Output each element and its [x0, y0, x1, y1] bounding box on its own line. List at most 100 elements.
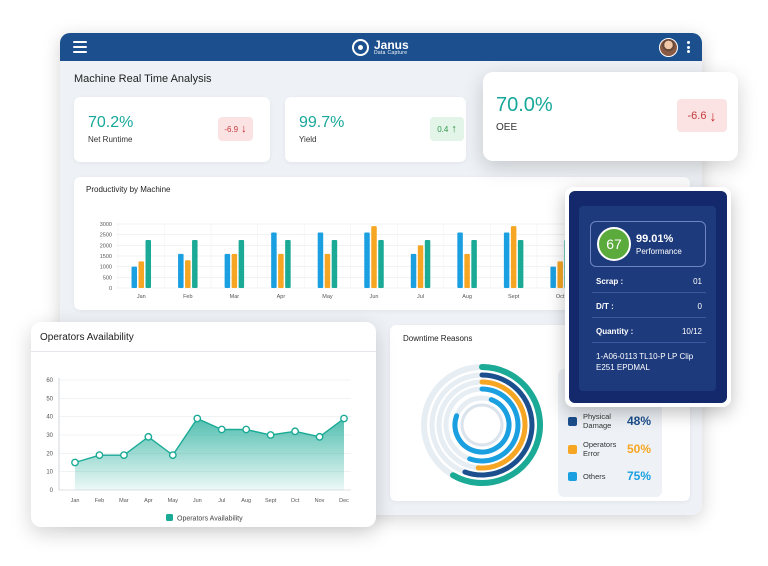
data-point	[71, 458, 79, 467]
legend-value: 50%	[627, 442, 652, 456]
oee-change-badge: -6.6 ↓	[677, 99, 727, 132]
legend-item: Physical Damage 48%	[568, 412, 651, 430]
legend-item: Others 75%	[568, 469, 651, 483]
legend-value: 48%	[627, 414, 652, 428]
downtime-radial-chart	[421, 364, 543, 486]
bar	[557, 261, 563, 288]
divider	[592, 317, 706, 318]
y-tick-label: 10	[46, 470, 53, 476]
x-tick-label: Sept	[508, 294, 520, 300]
x-tick-label: Mar	[230, 294, 240, 300]
ring-arc	[450, 364, 543, 486]
performance-summary: 67 99.01% Performance	[590, 221, 706, 267]
bar	[324, 253, 331, 288]
legend-label: Others	[583, 471, 606, 481]
user-avatar[interactable]	[659, 38, 678, 57]
scrap-row: Scrap : 01	[596, 277, 702, 286]
data-point	[266, 431, 275, 439]
bar	[371, 226, 377, 288]
ring-arc	[462, 372, 535, 478]
x-tick-label: May	[322, 294, 333, 300]
x-tick-label: Oct	[291, 498, 300, 504]
y-tick-label: 20	[46, 451, 53, 457]
legend-label: Physical Damage	[583, 412, 612, 430]
menu-icon[interactable]	[73, 41, 87, 53]
bar	[224, 253, 231, 288]
oee-label: OEE	[496, 122, 518, 133]
bar	[457, 232, 463, 288]
x-tick-label: Aug	[462, 294, 472, 300]
top-bar: Janus Data Capture	[60, 33, 702, 61]
downtime-row: D/T : 0	[596, 302, 702, 311]
productivity-bar-chart: 0 500 1000 1500 2000 2500 3000 Jan Feb Mar Apr May J…	[100, 222, 630, 300]
page-title: Machine Real Time Analysis	[74, 73, 212, 85]
kpi-value: 70.2%	[88, 114, 134, 131]
series-line	[74, 417, 345, 464]
row-value: 10/12	[681, 327, 702, 336]
ring-arc	[460, 403, 504, 447]
legend-item: Operators Error 50%	[568, 440, 651, 458]
data-point	[340, 414, 348, 423]
data-point	[144, 432, 153, 441]
divider	[31, 351, 376, 352]
bar	[192, 240, 198, 288]
x-tick-label: Aug	[241, 498, 251, 504]
performance-label: Performance	[636, 247, 682, 256]
x-tick-label: May	[168, 498, 179, 504]
x-tick-label: Feb	[183, 294, 192, 300]
x-tick-label: Mar	[119, 498, 129, 504]
bar	[317, 232, 324, 288]
bar	[238, 240, 245, 288]
kpi-card-net-runtime[interactable]: 70.2% Net Runtime -6.9 ↓	[74, 97, 270, 162]
bar	[231, 253, 238, 288]
data-point	[95, 451, 104, 460]
brand-logo[interactable]: Janus Data Capture	[352, 37, 409, 57]
legend-swatch	[568, 471, 577, 481]
data-point	[168, 451, 177, 460]
downtime-card: Downtime Reasons Physical Damage 48% Ope…	[390, 325, 690, 501]
operators-availability-card: Operators Availability 0 10 20 30 40 50 60 Jan F…	[31, 322, 376, 527]
kpi-label: Yield	[299, 135, 317, 144]
y-tick-label: 2500	[100, 233, 112, 239]
x-tick-label: Apr	[277, 294, 286, 300]
x-tick-label: Apr	[144, 498, 153, 504]
bar	[138, 261, 145, 288]
y-tick-label: 1000	[100, 265, 112, 271]
bar	[550, 266, 556, 288]
ring-arc	[452, 397, 512, 455]
kpi-value: 99.7%	[299, 114, 345, 131]
bar	[510, 226, 517, 288]
chart-title: Productivity by Machine	[86, 185, 171, 194]
ring-arc	[467, 386, 521, 464]
performance-card[interactable]: 67 99.01% Performance Scrap : 01 D/T : 0…	[565, 187, 731, 407]
kpi-label: Net Runtime	[88, 135, 133, 144]
change-value: 0.4	[437, 124, 449, 134]
janus-logo-icon	[352, 38, 369, 56]
bar	[285, 240, 291, 288]
more-options-icon[interactable]	[687, 41, 690, 55]
x-tick-label: Jan	[137, 294, 146, 300]
bar	[271, 232, 277, 288]
oee-change-value: -6.6	[687, 109, 707, 122]
bar	[410, 253, 417, 288]
data-point	[291, 427, 299, 436]
data-point	[193, 414, 202, 423]
legend-swatch	[166, 514, 173, 521]
row-key: D/T :	[596, 302, 614, 311]
part-description: 1-A06-0113 TL10-P LP Clip E251 EPDMAL	[596, 352, 694, 372]
bar	[331, 240, 338, 288]
x-tick-label: Sept	[265, 498, 277, 504]
change-value: -6.9	[224, 124, 239, 134]
x-tick-label: Jun	[193, 498, 202, 504]
bar	[503, 232, 510, 288]
oee-card[interactable]: 70.0% OEE -6.6 ↓	[483, 72, 738, 161]
operators-area-chart: 0 10 20 30 40 50 60 Jan Feb Mar Apr May Jun Jul Aug Sep…	[46, 378, 351, 523]
data-point	[315, 432, 324, 441]
x-tick-label: Feb	[95, 498, 104, 504]
y-tick-label: 500	[103, 275, 112, 281]
bar	[464, 253, 470, 288]
kpi-card-yield[interactable]: 99.7% Yield 0.4 ↑	[285, 97, 466, 162]
operators-title: Operators Availability	[40, 332, 134, 343]
oee-value: 70.0%	[496, 94, 553, 116]
legend-label: Operators Error	[583, 440, 617, 458]
